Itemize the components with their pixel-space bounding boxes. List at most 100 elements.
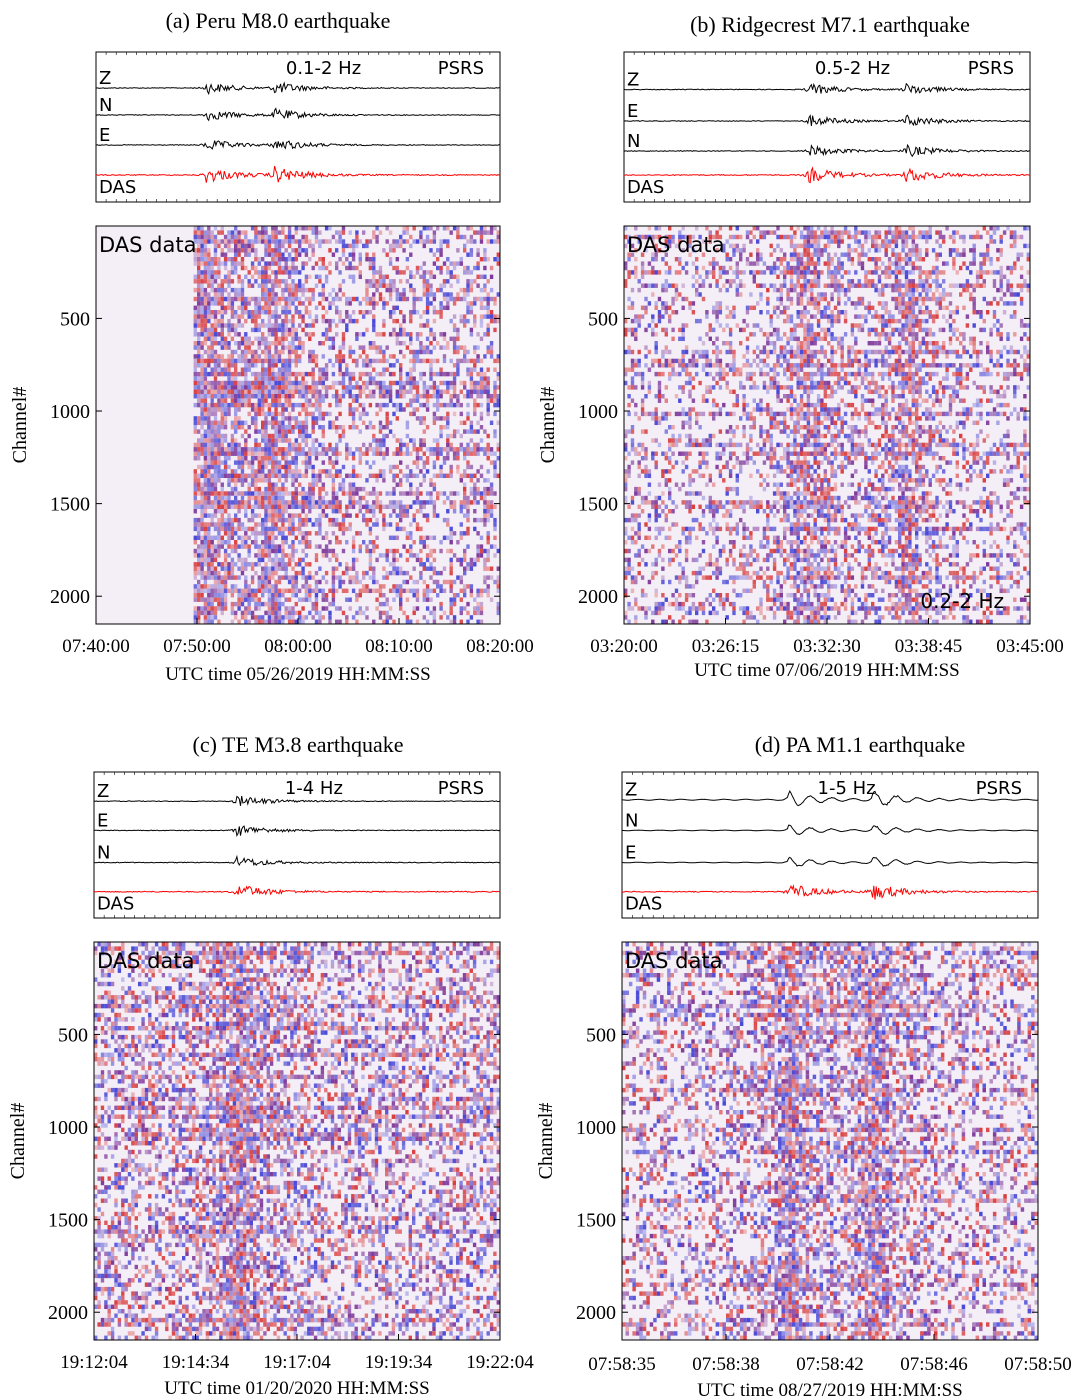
heatmap-cell	[274, 469, 278, 474]
heatmap-cell	[223, 420, 228, 426]
heatmap-cell	[217, 367, 221, 372]
heatmap-cell	[193, 257, 197, 262]
heatmap-cell	[281, 464, 285, 470]
heatmap-cell	[432, 557, 437, 563]
heatmap-cell	[399, 509, 403, 514]
heatmap-cell	[476, 619, 480, 625]
heatmap-cell	[486, 367, 490, 372]
heatmap-cell	[274, 420, 278, 426]
heatmap-cell	[362, 420, 366, 426]
heatmap-cell	[318, 239, 322, 244]
heatmap-cell	[368, 491, 373, 496]
heatmap-cell	[345, 526, 349, 532]
heatmap-cell	[304, 385, 309, 390]
heatmap-cell	[335, 248, 339, 253]
heatmap-cell	[237, 522, 241, 527]
heatmap-cell	[257, 491, 261, 496]
heatmap-cell	[388, 389, 393, 395]
heatmap-cell	[469, 566, 474, 571]
heatmap-cell	[355, 318, 359, 324]
heatmap-cell	[395, 305, 399, 311]
heatmap-cell	[234, 540, 238, 545]
heatmap-cell	[473, 407, 477, 412]
heatmap-cell	[261, 279, 265, 284]
heatmap-cell	[452, 451, 457, 456]
heatmap-cell	[469, 491, 474, 496]
heatmap-cell	[375, 535, 379, 541]
heatmap-cell	[375, 517, 379, 523]
heatmap-cell	[298, 610, 302, 616]
heatmap-cell	[281, 327, 285, 333]
heatmap-cell	[422, 380, 426, 386]
heatmap-cell	[483, 265, 487, 271]
heatmap-cell	[304, 252, 309, 257]
heatmap-cell	[409, 553, 413, 558]
heatmap-cell	[277, 296, 282, 302]
heatmap-cell	[230, 349, 235, 355]
heatmap-cell	[355, 491, 359, 496]
heatmap-cell	[358, 588, 362, 594]
heatmap-cell	[294, 371, 298, 377]
heatmap-cell	[921, 234, 926, 240]
heatmap-cell	[277, 601, 282, 607]
heatmap-cell	[466, 451, 470, 456]
heatmap-cell	[362, 332, 366, 337]
heatmap-cell	[375, 411, 379, 417]
heatmap-cell	[237, 509, 241, 514]
heatmap-cell	[261, 433, 265, 439]
heatmap-cell	[200, 230, 204, 235]
heatmap-cell	[271, 562, 275, 567]
heatmap-cell	[197, 332, 201, 337]
heatmap-cell	[382, 433, 386, 439]
heatmap-cell	[274, 345, 278, 350]
heatmap-cell	[244, 504, 248, 510]
heatmap-cell	[223, 540, 228, 545]
heatmap-cell	[274, 584, 278, 589]
heatmap-cell	[223, 464, 228, 470]
heatmap-cell	[203, 584, 208, 589]
heatmap-cell	[385, 287, 389, 293]
heatmap-cell	[432, 570, 437, 576]
heatmap-cell	[308, 509, 312, 514]
heatmap-cell	[234, 478, 238, 483]
heatmap-cell	[338, 482, 342, 487]
heatmap-cell	[197, 593, 201, 598]
heatmap-cell	[197, 500, 201, 505]
heatmap-cell	[230, 402, 235, 408]
heatmap-cell	[388, 491, 393, 496]
heatmap-cell	[197, 438, 201, 443]
heatmap-cell	[372, 327, 376, 333]
x-tick-label: 08:10:00	[365, 636, 433, 657]
heatmap-cell	[213, 522, 218, 527]
heatmap-cell	[429, 226, 433, 231]
heatmap-cell	[925, 230, 929, 235]
heatmap-cell	[271, 610, 275, 616]
heatmap-cell	[261, 429, 265, 434]
heatmap-cell	[318, 615, 322, 620]
waveform-trace	[95, 107, 501, 122]
heatmap-cell	[287, 473, 292, 479]
heatmap-cell	[197, 341, 201, 346]
heatmap-cell	[200, 442, 204, 448]
heatmap-cell	[338, 509, 342, 514]
heatmap-cell	[382, 425, 386, 430]
heatmap-cell	[304, 451, 309, 456]
heatmap-cell	[304, 274, 309, 280]
heatmap-cell	[311, 358, 315, 364]
heatmap-cell	[254, 447, 258, 452]
heatmap-cell	[328, 411, 332, 417]
heatmap-cell	[284, 416, 288, 421]
heatmap-cell	[220, 398, 224, 403]
heatmap-cell	[449, 606, 453, 611]
heatmap-cell	[210, 500, 214, 505]
heatmap-cell	[429, 597, 433, 602]
heatmap-cell	[197, 243, 201, 249]
heatmap-cell	[813, 239, 817, 244]
heatmap-cell	[378, 584, 383, 589]
heatmap-cell	[304, 234, 309, 240]
heatmap-cell	[749, 239, 753, 244]
heatmap-cell	[230, 486, 235, 492]
heatmap-cell	[392, 557, 396, 563]
heatmap-cell	[294, 478, 298, 483]
heatmap-cell	[479, 318, 484, 324]
